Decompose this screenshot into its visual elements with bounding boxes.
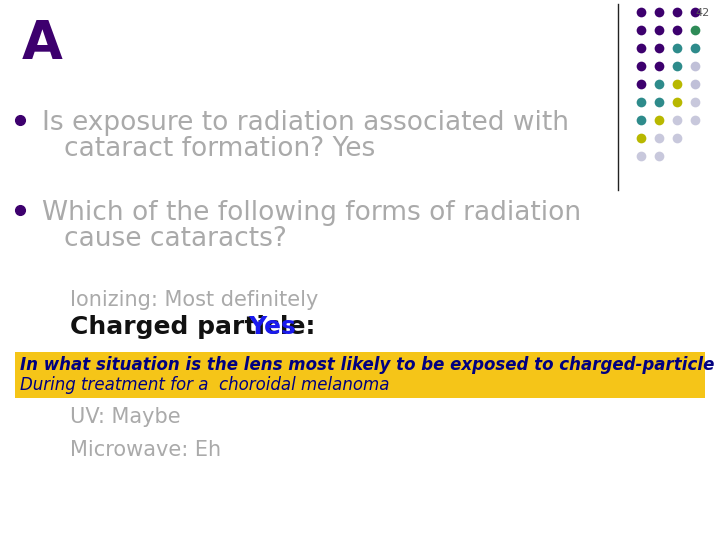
Text: Charged particle:: Charged particle: xyxy=(70,315,324,339)
Text: Microwave: Eh: Microwave: Eh xyxy=(70,440,221,460)
Text: UV: Maybe: UV: Maybe xyxy=(70,407,181,427)
Text: cause cataracts?: cause cataracts? xyxy=(64,226,287,252)
Text: 42: 42 xyxy=(696,8,710,18)
Text: Yes: Yes xyxy=(248,315,296,339)
Text: During treatment for a  choroidal melanoma: During treatment for a choroidal melanom… xyxy=(20,376,390,394)
Text: Which of the following forms of radiation: Which of the following forms of radiatio… xyxy=(42,200,581,226)
Text: Ionizing: Most definitely: Ionizing: Most definitely xyxy=(70,290,318,310)
FancyBboxPatch shape xyxy=(15,352,705,398)
Text: Is exposure to radiation associated with: Is exposure to radiation associated with xyxy=(42,110,569,136)
Text: cataract formation? Yes: cataract formation? Yes xyxy=(64,136,375,162)
Text: A: A xyxy=(22,18,63,70)
Text: In what situation is the lens most likely to be exposed to charged-particle radi: In what situation is the lens most likel… xyxy=(20,356,720,374)
